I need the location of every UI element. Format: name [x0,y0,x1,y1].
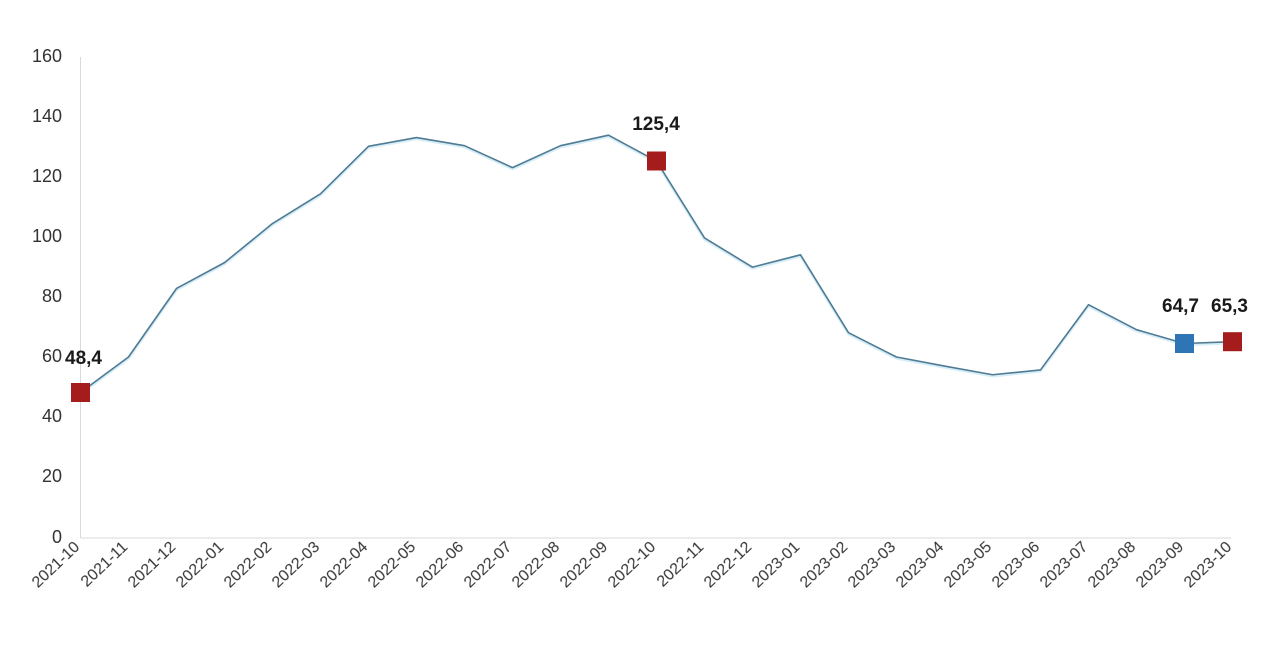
svg-text:60: 60 [42,346,62,366]
svg-text:0: 0 [52,527,62,547]
svg-text:2023-10: 2023-10 [1181,539,1235,592]
svg-text:2023-07: 2023-07 [1037,539,1091,592]
svg-text:48,4: 48,4 [65,348,102,369]
svg-text:2023-01: 2023-01 [749,539,803,592]
svg-text:2022-07: 2022-07 [461,539,515,592]
svg-text:2023-05: 2023-05 [941,539,995,592]
svg-text:2023-03: 2023-03 [845,539,899,592]
svg-text:2023-02: 2023-02 [797,539,851,592]
svg-text:2022-02: 2022-02 [221,539,275,592]
svg-text:2023-04: 2023-04 [893,539,947,592]
svg-text:2022-12: 2022-12 [701,539,755,592]
svg-text:120: 120 [32,166,62,186]
svg-text:140: 140 [32,106,62,126]
svg-text:2022-04: 2022-04 [317,539,371,592]
svg-text:2022-01: 2022-01 [173,539,227,592]
svg-text:100: 100 [32,226,62,246]
svg-text:2022-05: 2022-05 [365,539,419,592]
svg-text:2022-11: 2022-11 [654,539,708,591]
svg-text:125,4: 125,4 [632,114,680,135]
svg-text:2023-06: 2023-06 [989,539,1043,592]
svg-text:64,7: 64,7 [1162,296,1199,317]
svg-text:2022-03: 2022-03 [269,539,323,592]
svg-text:2021-11: 2021-11 [78,539,132,591]
svg-text:2023-08: 2023-08 [1085,539,1139,592]
svg-text:40: 40 [42,406,62,426]
svg-text:80: 80 [42,286,62,306]
svg-text:2023-09: 2023-09 [1133,539,1187,592]
svg-text:2022-10: 2022-10 [605,539,659,592]
svg-text:2021-12: 2021-12 [125,539,179,592]
svg-text:2022-09: 2022-09 [557,539,611,592]
svg-text:2022-06: 2022-06 [413,539,467,592]
svg-text:160: 160 [32,46,62,66]
svg-text:20: 20 [42,466,62,486]
svg-text:65,3: 65,3 [1211,296,1248,317]
svg-text:2022-08: 2022-08 [509,539,563,592]
